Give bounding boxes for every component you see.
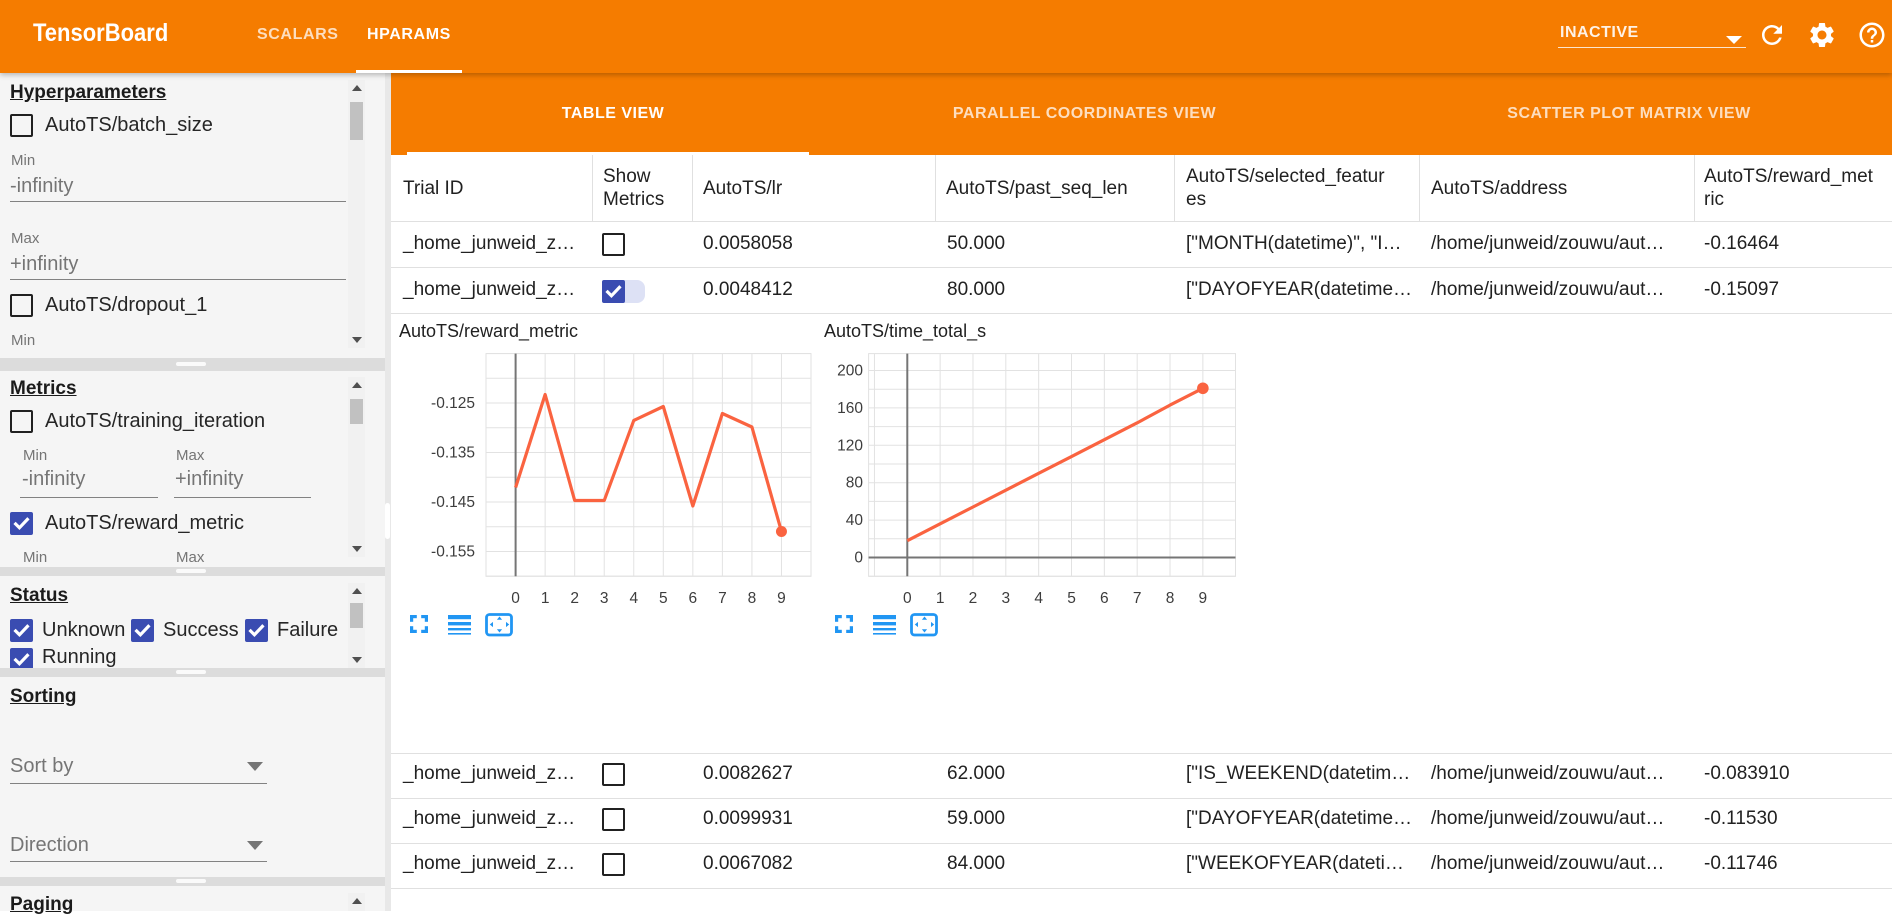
svg-text:2: 2	[570, 590, 579, 607]
svg-text:200: 200	[837, 363, 863, 380]
svg-text:6: 6	[1100, 590, 1109, 607]
svg-text:0: 0	[854, 550, 863, 567]
svg-text:8: 8	[1166, 590, 1175, 607]
svg-text:9: 9	[777, 590, 786, 607]
svg-text:-0.145: -0.145	[431, 494, 475, 511]
svg-text:0: 0	[511, 590, 520, 607]
svg-text:4: 4	[1034, 590, 1043, 607]
svg-text:-0.155: -0.155	[431, 544, 475, 561]
svg-text:-0.135: -0.135	[431, 445, 475, 462]
svg-text:3: 3	[1002, 590, 1011, 607]
svg-text:80: 80	[846, 475, 864, 492]
svg-text:7: 7	[718, 590, 727, 607]
svg-text:-0.125: -0.125	[431, 395, 475, 412]
svg-text:40: 40	[846, 512, 864, 529]
svg-text:6: 6	[689, 590, 698, 607]
svg-text:4: 4	[629, 590, 638, 607]
svg-text:0: 0	[903, 590, 912, 607]
svg-text:160: 160	[837, 400, 863, 417]
svg-text:3: 3	[600, 590, 609, 607]
svg-text:5: 5	[1067, 590, 1076, 607]
svg-text:120: 120	[837, 437, 863, 454]
svg-text:7: 7	[1133, 590, 1142, 607]
svg-text:1: 1	[541, 590, 550, 607]
svg-text:2: 2	[969, 590, 978, 607]
svg-text:5: 5	[659, 590, 668, 607]
svg-text:9: 9	[1199, 590, 1208, 607]
svg-text:8: 8	[748, 590, 757, 607]
svg-text:1: 1	[936, 590, 945, 607]
